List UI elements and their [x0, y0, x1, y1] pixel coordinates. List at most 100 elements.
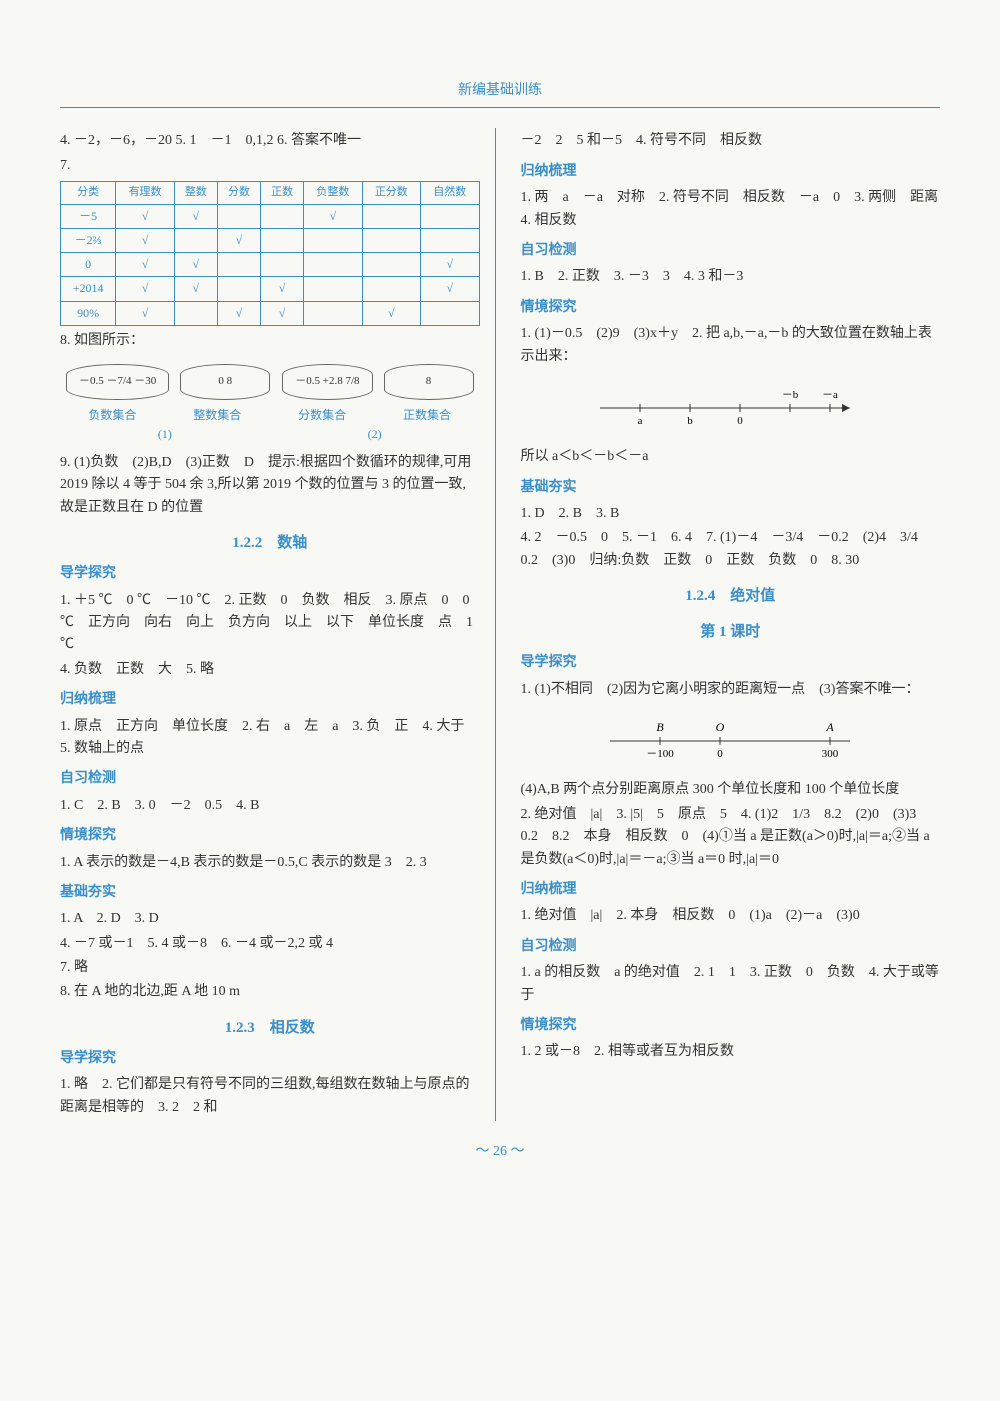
cell: √: [304, 204, 362, 228]
svg-text:O: O: [716, 720, 725, 734]
page-number: ～ 26 ～: [60, 1141, 940, 1163]
j4-122: 4. －7 或－1 5. 4 或－8 6. －4 或－2,2 或 4: [60, 933, 480, 955]
th-integer: 整数: [174, 182, 217, 205]
cell: [217, 204, 260, 228]
cell: [362, 204, 420, 228]
row-label: 90%: [61, 301, 116, 325]
q7-label: 7.: [60, 155, 480, 177]
j1-122: 1. A 2. D 3. D: [60, 908, 480, 930]
svg-text:A: A: [826, 720, 835, 734]
th-negint: 负整数: [304, 182, 362, 205]
z1-122: 1. C 2. B 3. 0 －2 0.5 4. B: [60, 795, 480, 817]
cell: [421, 228, 479, 252]
d1-123: 1. 略 2. 它们都是只有符号不同的三组数,每组数在数轴上与原点的距离是相等的…: [60, 1074, 480, 1119]
q1-122: 1. A 表示的数是－4,B 表示的数是－0.5,C 表示的数是 3 2. 3: [60, 852, 480, 874]
cell: √: [174, 277, 217, 301]
svg-text:0: 0: [718, 748, 724, 760]
qingjing-r: 情境探究: [521, 297, 941, 319]
cell: √: [116, 204, 174, 228]
cell: √: [261, 301, 304, 325]
fraction-set: －0.5 +2.8 7/8: [282, 364, 372, 400]
cell: √: [217, 228, 260, 252]
row-label: 0: [61, 253, 116, 277]
svg-text:300: 300: [822, 748, 839, 760]
classification-table: 分类 有理数 整数 分数 正数 负整数 正分数 自然数 －5√√√－2⅔√√0√…: [60, 181, 480, 326]
cell: √: [362, 301, 420, 325]
qingjing-122: 情境探究: [60, 825, 480, 847]
guina-r: 归纳梳理: [521, 161, 941, 183]
q6-text: 6. 答案不唯一: [277, 133, 361, 148]
label-frac: 分数集合: [298, 406, 346, 425]
th-posfrac: 正分数: [362, 182, 420, 205]
cell: √: [421, 253, 479, 277]
z1-r: 1. B 2. 正数 3. －3 3 4. 3 和－3: [521, 266, 941, 288]
svg-text:－100: －100: [647, 748, 675, 760]
label-int: 整数集合: [193, 406, 241, 425]
svg-text:0: 0: [738, 415, 744, 427]
label-neg: 负数集合: [88, 406, 136, 425]
left-column: 4. －2，－6，－20 5. 1 －1 0,1,2 6. 答案不唯一 7. 分…: [60, 128, 496, 1121]
cell: [362, 228, 420, 252]
q4-text: 4. －2，－6，－20: [60, 133, 172, 148]
cell: [362, 277, 420, 301]
q5-text: 5. 1 －1 0,1,2: [176, 133, 274, 148]
jichu-r: 基础夯实: [521, 477, 941, 499]
q8-text: 8. 如图所示：: [60, 330, 480, 352]
d4-122: 4. 负数 正数 大 5. 略: [60, 659, 480, 681]
top-right: －2 2 5 和－5 4. 符号不同 相反数: [521, 130, 941, 152]
positive-set: 8: [384, 364, 474, 400]
svg-text:－b: －b: [782, 389, 799, 401]
sec-124-sub: 第 1 课时: [521, 620, 941, 644]
daoxue-123: 导学探究: [60, 1048, 480, 1070]
cell: √: [174, 253, 217, 277]
set-diagram: －0.5 －7/4 －30 0 8 －0.5 +2.8 7/8 8 负数集合 整…: [60, 360, 480, 444]
th-fraction: 分数: [217, 182, 260, 205]
cell: [261, 253, 304, 277]
th-natural: 自然数: [421, 182, 479, 205]
d2-124: 2. 绝对值 |a| 3. |5| 5 原点 5 4. (1)2 1/3 8.2…: [521, 804, 941, 871]
row-label: +2014: [61, 277, 116, 301]
svg-text:－a: －a: [822, 389, 838, 401]
cell: [421, 204, 479, 228]
d1-124: 1. (1)不相同 (2)因为它离小明家的距离短一点 (3)答案不唯一：: [521, 679, 941, 701]
d4-124: (4)A,B 两个点分别距离原点 300 个单位长度和 100 个单位长度: [521, 779, 941, 801]
cell: [304, 301, 362, 325]
negative-set: －0.5 －7/4 －30: [66, 364, 169, 400]
svg-text:b: b: [688, 415, 694, 427]
j4-r: 4. 2 －0.5 0 5. －1 6. 4 7. (1)－4 －3/4 －0.…: [521, 527, 941, 572]
row-label: －2⅔: [61, 228, 116, 252]
cell: √: [116, 277, 174, 301]
q1-r: 1. (1)－0.5 (2)9 (3)x＋y 2. 把 a,b,－a,－b 的大…: [521, 323, 941, 368]
zixi-r: 自习检测: [521, 240, 941, 262]
sec-124-title: 1.2.4 绝对值: [521, 584, 941, 608]
q9-text: 9. (1)负数 (2)B,D (3)正数 D 提示:根据四个数循环的规律,可用…: [60, 452, 480, 519]
g1-124: 1. 绝对值 |a| 2. 本身 相反数 0 (1)a (2)－a (3)0: [521, 905, 941, 927]
cell: [174, 301, 217, 325]
table-row: －2⅔√√: [61, 228, 480, 252]
sec-122-title: 1.2.2 数轴: [60, 531, 480, 555]
cell: √: [421, 277, 479, 301]
g1-r: 1. 两 a －a 对称 2. 符号不同 相反数 －a 0 3. 两侧 距离 4…: [521, 187, 941, 232]
jichu-122: 基础夯实: [60, 882, 480, 904]
j1-r: 1. D 2. B 3. B: [521, 503, 941, 525]
cell: [304, 277, 362, 301]
z1-124: 1. a 的相反数 a 的绝对值 2. 1 1 3. 正数 0 负数 4. 大于…: [521, 962, 941, 1007]
row-label: －5: [61, 204, 116, 228]
daoxue-124: 导学探究: [521, 652, 941, 674]
j8-122: 8. 在 A 地的北边,距 A 地 10 m: [60, 981, 480, 1003]
cell: √: [261, 277, 304, 301]
svg-text:a: a: [638, 415, 643, 427]
number-line-2: B O A －100 0 300: [521, 711, 941, 769]
cell: [421, 301, 479, 325]
sub1: (1): [158, 425, 172, 444]
q1-124: 1. 2 或－8 2. 相等或者互为相反数: [521, 1041, 941, 1063]
cell: √: [217, 301, 260, 325]
cell: √: [174, 204, 217, 228]
th-rational: 有理数: [116, 182, 174, 205]
d1-122: 1. ＋5 ℃ 0 ℃ －10 ℃ 2. 正数 0 负数 相反 3. 原点 0 …: [60, 590, 480, 657]
cell: [174, 228, 217, 252]
cell: [217, 277, 260, 301]
g1-122: 1. 原点 正方向 单位长度 2. 右 a 左 a 3. 负 正 4. 大于 5…: [60, 716, 480, 761]
cell: √: [116, 301, 174, 325]
cell: √: [116, 228, 174, 252]
